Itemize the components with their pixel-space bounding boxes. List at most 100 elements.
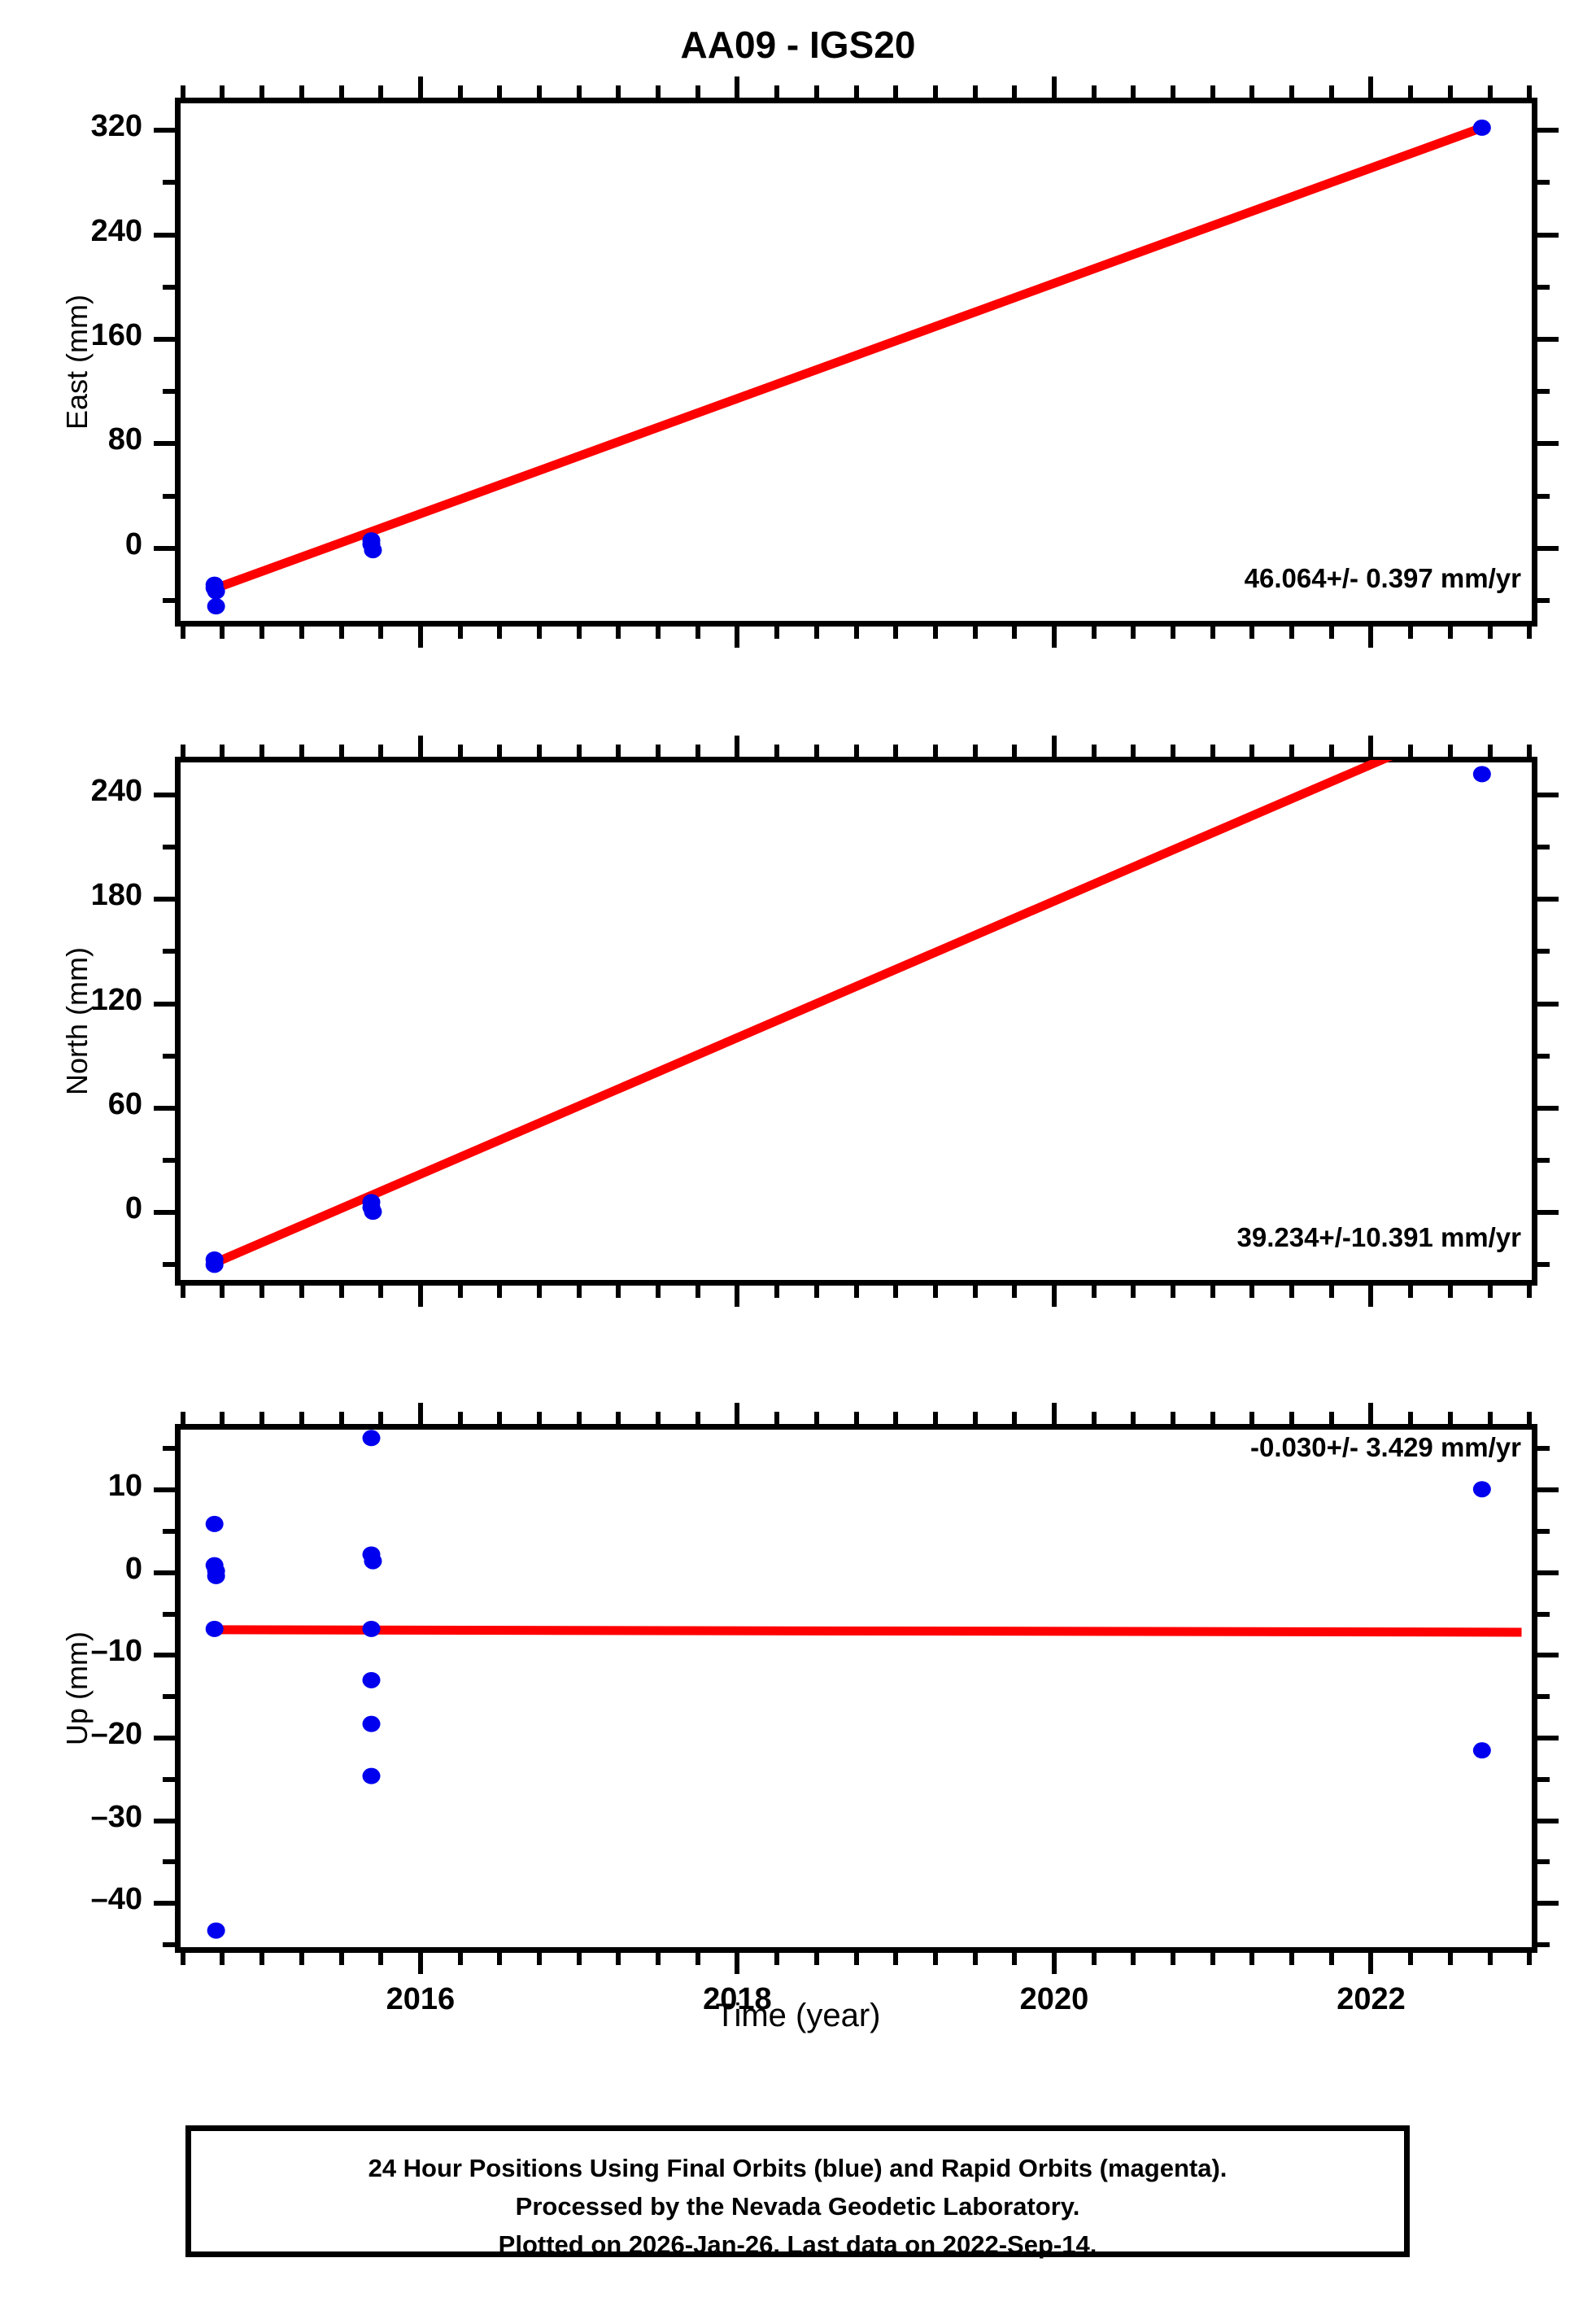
xtick-mark-bottom-east-2020.00 (1051, 627, 1057, 648)
ytick-mark-north-0 (154, 1210, 175, 1216)
xtick-mark-top-north-2017.25 (616, 745, 621, 757)
xtick-mark-top-north-2015.50 (338, 745, 344, 757)
xtick-mark-bottom-north-2022.50 (1447, 1286, 1453, 1298)
xtick-mark-bottom-north-2021.00 (1210, 1286, 1215, 1298)
ytick-mark-right-east-3 (1537, 232, 1559, 238)
xtick-mark-top-up-2018.00 (735, 1403, 740, 1424)
xtick-mark-top-east-2017.25 (616, 85, 621, 98)
ytick-label-east-0: 0 (124, 526, 142, 561)
caption-line-1: 24 Hour Positions Using Final Orbits (bl… (368, 2154, 1228, 2182)
xtick-mark-top-east-2014.75 (220, 85, 225, 98)
xtick-mark-top-east-2019.00 (893, 85, 899, 98)
xtick-mark-top-north-2015.25 (299, 745, 304, 757)
xtick-mark-bottom-up-2015.00 (259, 1953, 265, 1965)
xtick-mark-bottom-east-2023.00 (1527, 627, 1533, 639)
xtick-mark-top-east-2016.25 (457, 85, 463, 98)
xtick-mark-bottom-north-2023.00 (1527, 1286, 1533, 1298)
xtick-mark-bottom-north-2021.75 (1328, 1286, 1334, 1298)
xtick-mark-top-up-2014.50 (180, 1412, 185, 1424)
xtick-mark-bottom-north-2018.00 (735, 1286, 740, 1307)
xtick-mark-bottom-east-2022.00 (1368, 627, 1374, 648)
xtick-mark-top-east-2021.75 (1328, 85, 1334, 98)
ytick-label-up-3: –20 (90, 1716, 142, 1751)
xtick-mark-top-east-2023.00 (1527, 85, 1533, 98)
ytick-mark-right-north-4 (1537, 793, 1559, 798)
xtick-mark-top-up-2019.75 (1012, 1412, 1018, 1424)
xtick-mark-top-up-2020.00 (1051, 1403, 1057, 1424)
xtick-mark-top-up-2017.50 (656, 1412, 661, 1424)
ytick-minor-north-30 (163, 1158, 175, 1164)
ytick-minor-east--40 (163, 597, 175, 603)
data-point-up-11 (362, 1715, 381, 1732)
xtick-mark-bottom-north-2017.00 (576, 1286, 582, 1298)
panel-north (175, 757, 1537, 1286)
xtick-mark-bottom-east-2015.25 (299, 627, 304, 639)
xtick-mark-bottom-up-2016.50 (497, 1953, 503, 1965)
ytick-mark-right-north-1 (1537, 1105, 1559, 1111)
data-point-up-3 (207, 1567, 225, 1584)
xtick-mark-bottom-east-2018.25 (774, 627, 780, 639)
xtick-mark-top-north-2018.50 (813, 745, 819, 757)
xtick-mark-bottom-up-2015.50 (338, 1953, 344, 1965)
xtick-mark-top-up-2016.50 (497, 1412, 503, 1424)
data-point-up-6 (362, 1430, 381, 1447)
xtick-mark-top-north-2021.75 (1328, 745, 1334, 757)
xtick-mark-bottom-north-2019.75 (1012, 1286, 1018, 1298)
xtick-mark-bottom-north-2020.00 (1051, 1286, 1057, 1307)
ytick-label-up-4: –30 (90, 1799, 142, 1834)
xtick-mark-bottom-north-2019.50 (972, 1286, 978, 1298)
panel-up-frame (175, 1424, 1537, 1953)
xtick-mark-top-north-2021.00 (1210, 745, 1215, 757)
ytick-mark-right-east-4 (1537, 128, 1559, 133)
xtick-mark-bottom-east-2014.50 (180, 627, 185, 639)
ytick-minor-right-east-120 (1537, 389, 1550, 395)
xtick-mark-top-up-2016.75 (536, 1412, 542, 1424)
caption-box: 24 Hour Positions Using Final Orbits (bl… (185, 2125, 1410, 2259)
ytick-label-north-0: 0 (124, 1191, 142, 1226)
data-point-north-4 (364, 1203, 382, 1221)
xtick-mark-top-north-2016.50 (497, 745, 503, 757)
xtick-mark-bottom-up-2023.00 (1527, 1953, 1533, 1965)
xtick-mark-top-east-2016.50 (497, 85, 503, 98)
xtick-mark-bottom-east-2019.75 (1012, 627, 1018, 639)
xtick-mark-top-north-2017.50 (656, 745, 661, 757)
ytick-label-east-3: 240 (90, 213, 142, 248)
xtick-mark-top-up-2015.50 (338, 1412, 344, 1424)
ytick-minor-right-up--35 (1537, 1859, 1550, 1865)
xtick-mark-top-east-2019.25 (932, 85, 938, 98)
xtick-mark-top-east-2015.25 (299, 85, 304, 98)
xtick-mark-top-east-2015.75 (378, 85, 384, 98)
xtick-mark-bottom-up-2014.75 (220, 1953, 225, 1965)
xtick-mark-bottom-east-2021.25 (1249, 627, 1255, 639)
xtick-mark-bottom-east-2017.00 (576, 627, 582, 639)
xtick-mark-top-east-2018.50 (813, 85, 819, 98)
rate-annotation-up: -0.030+/- 3.429 mm/yr (1250, 1432, 1521, 1462)
xtick-label-0: 2016 (386, 1982, 456, 2016)
xtick-mark-bottom-north-2017.25 (616, 1286, 621, 1298)
xtick-mark-top-north-2020.50 (1131, 745, 1136, 757)
ytick-mark-north-1 (154, 1105, 175, 1111)
xtick-mark-bottom-up-2018.00 (735, 1953, 740, 1974)
ytick-mark-right-east-2 (1537, 336, 1559, 342)
xtick-mark-bottom-up-2018.25 (774, 1953, 780, 1965)
xtick-mark-bottom-up-2021.50 (1289, 1953, 1295, 1965)
xtick-label-2: 2020 (1019, 1982, 1089, 2016)
xtick-mark-top-up-2021.50 (1289, 1412, 1295, 1424)
xtick-mark-bottom-up-2019.00 (893, 1953, 899, 1965)
xtick-mark-bottom-east-2022.25 (1408, 627, 1414, 639)
xtick-mark-bottom-east-2016.75 (536, 627, 542, 639)
xtick-mark-bottom-up-2022.00 (1368, 1953, 1374, 1974)
xtick-mark-top-north-2015.75 (378, 745, 384, 757)
ytick-minor-up-5 (163, 1529, 175, 1535)
xtick-mark-top-east-2014.50 (180, 85, 185, 98)
xtick-mark-top-north-2022.75 (1487, 745, 1493, 757)
xtick-mark-top-east-2019.75 (1012, 85, 1018, 98)
xtick-mark-bottom-up-2021.75 (1328, 1953, 1334, 1965)
ytick-mark-east-0 (154, 545, 175, 551)
xtick-mark-top-east-2017.75 (695, 85, 700, 98)
ytick-minor-east-120 (163, 389, 175, 395)
xtick-mark-bottom-up-2022.25 (1408, 1953, 1414, 1965)
ytick-label-east-1: 80 (107, 422, 142, 457)
xtick-mark-top-north-2016.25 (457, 745, 463, 757)
rate-annotation-east: 46.064+/- 0.397 mm/yr (1244, 563, 1521, 593)
